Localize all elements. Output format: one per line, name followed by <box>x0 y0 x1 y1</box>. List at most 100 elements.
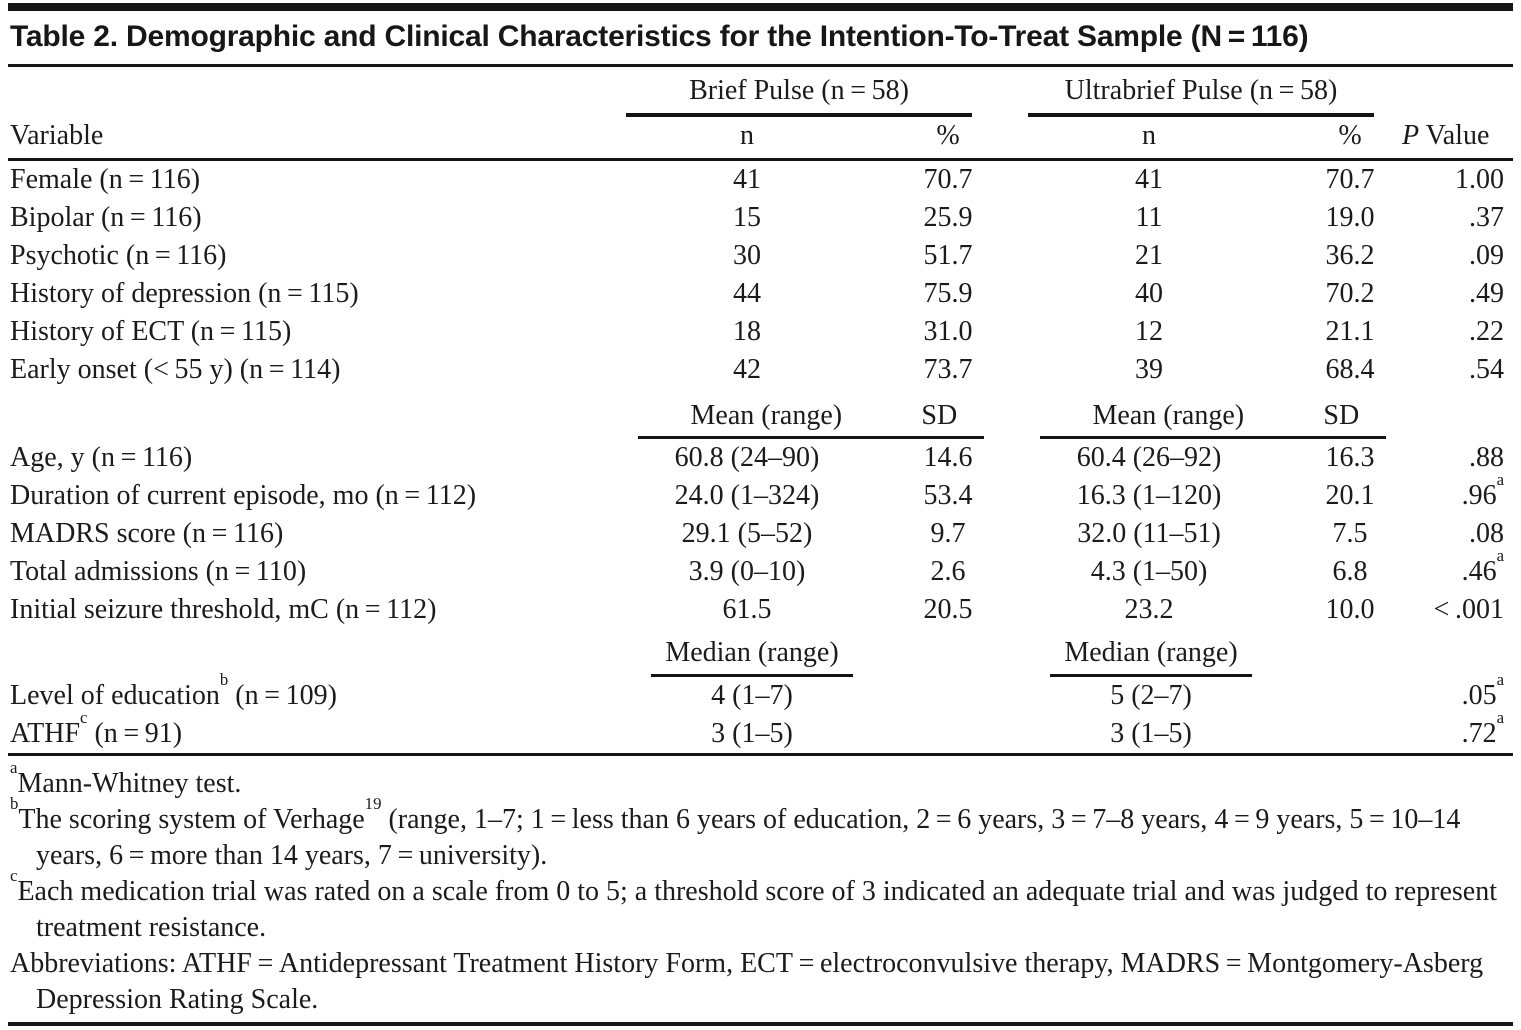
table-row-seizure-threshold: Initial seizure threshold, mC (n = 112) … <box>8 591 1513 629</box>
cell-ultra-n: 12 <box>1135 315 1164 347</box>
cell-ultra-pct: 19.0 <box>1325 201 1375 233</box>
cell-ultra-n: 11 <box>1135 201 1163 233</box>
table-row-female: Female (n = 116) 41 70.7 41 70.7 1.00 <box>8 159 1513 199</box>
cell-brief-pct: 70.7 <box>923 163 973 195</box>
column-group-brief-pulse: Brief Pulse (n = 58) <box>626 75 973 117</box>
cell-brief-mean: 3.9 (0–10) <box>688 555 806 587</box>
table-row-psychotic: Psychotic (n = 116) 30 51.7 21 36.2 .09 <box>8 237 1513 275</box>
cell-brief-sd: 53.4 <box>923 479 973 511</box>
cell-brief-sd: 20.5 <box>923 593 973 625</box>
cell-brief-n: 18 <box>733 315 761 347</box>
cell-ultra-mean: 16.3 (1–120) <box>1076 479 1222 511</box>
cell-brief-pct: 51.7 <box>923 239 973 271</box>
footnote-c: cEach medication trial was rated on a sc… <box>10 865 1498 943</box>
col-header-n-brief: n <box>598 117 896 161</box>
cell-ultra-n: 41 <box>1135 163 1164 195</box>
subheader-mean-ultra: Mean (range) SD <box>1040 400 1387 439</box>
subheader-median-ultra: Median (range) <box>1050 637 1252 677</box>
reference-19: 19 <box>364 793 382 813</box>
group-header-row: Brief Pulse (n = 58) Ultrabrief Pulse (n… <box>8 67 1513 117</box>
cell-ultra-n: 40 <box>1135 277 1164 309</box>
cell-p-value: .22 <box>1469 315 1505 347</box>
column-header-row: Variable n % n % P Value <box>8 117 1514 161</box>
col-header-pct-brief: % <box>896 117 1001 161</box>
cell-p-value: .08 <box>1469 517 1505 549</box>
row-label: Female (n = 116) <box>10 163 201 195</box>
cell-ultra-sd: 16.3 <box>1325 441 1375 473</box>
cell-brief-sd: 14.6 <box>923 441 973 473</box>
cell-brief-n: 44 <box>733 277 761 309</box>
table-row-history-depression: History of depression (n = 115) 44 75.9 … <box>8 275 1513 313</box>
cell-ultra-pct: 68.4 <box>1325 353 1375 385</box>
cell-brief-pct: 25.9 <box>923 201 973 233</box>
subheader-mean-range-row: Mean (range) SD Mean (range) SD <box>8 389 1513 439</box>
footnotes: aMann-Whitney test. bThe scoring system … <box>8 756 1513 1018</box>
cell-ultra-mean: 32.0 (11–51) <box>1077 517 1221 549</box>
table-row-duration: Duration of current episode, mo (n = 112… <box>8 469 1513 515</box>
row-label: Initial seizure threshold, mC (n = 112) <box>10 593 437 625</box>
col-header-n-ultra: n <box>1000 117 1299 161</box>
cell-p-value: .49 <box>1469 277 1505 309</box>
table-row-early-onset: Early onset (< 55 y) (n = 114) 42 73.7 3… <box>8 351 1513 389</box>
table-row-athf: ATHFc (n = 91) 3 (1–5) 3 (1–5) .72a <box>8 709 1514 756</box>
footnote-abbreviations: Abbreviations: ATHF = Antidepressant Tre… <box>10 947 1484 1015</box>
cell-p-value: .09 <box>1469 239 1505 271</box>
cell-brief-sd: 2.6 <box>930 555 966 587</box>
col-header-variable: Variable <box>8 117 598 161</box>
cell-brief-n: 41 <box>733 163 761 195</box>
cell-ultra-pct: 70.7 <box>1325 163 1375 195</box>
cell-brief-pct: 73.7 <box>923 353 973 385</box>
cell-brief-median: 4 (1–7) <box>711 679 793 711</box>
row-label: History of ECT (n = 115) <box>10 315 292 347</box>
row-label: MADRS score (n = 116) <box>10 517 284 549</box>
table-row-madrs: MADRS score (n = 116) 29.1 (5–52) 9.7 32… <box>8 515 1513 553</box>
row-label: Duration of current episode, mo (n = 112… <box>10 479 477 511</box>
cell-brief-mean: 24.0 (1–324) <box>674 479 820 511</box>
footnote-b: bThe scoring system of Verhage19 (range,… <box>10 793 1461 871</box>
cell-ultra-n: 21 <box>1135 239 1164 271</box>
cell-ultra-pct: 36.2 <box>1325 239 1375 271</box>
cell-p-value: 1.00 <box>1455 163 1505 195</box>
cell-p-value: .96a <box>1461 469 1505 511</box>
row-label: ATHFc (n = 91) <box>8 709 598 756</box>
cell-brief-mean: 61.5 <box>722 593 772 625</box>
cell-brief-n: 42 <box>733 353 761 385</box>
cell-p-value: .54 <box>1469 353 1505 385</box>
table-title: Table 2. Demographic and Clinical Charac… <box>10 20 1309 53</box>
row-label: History of depression (n = 115) <box>10 277 359 309</box>
cell-brief-pct: 75.9 <box>923 277 973 309</box>
cell-brief-median: 3 (1–5) <box>598 714 1001 756</box>
cell-ultra-pct: 70.2 <box>1325 277 1375 309</box>
cell-ultra-median: 5 (2–7) <box>1110 679 1192 711</box>
row-label: Psychotic (n = 116) <box>10 239 227 271</box>
cell-ultra-sd: 6.8 <box>1332 555 1368 587</box>
table-row-history-ect: History of ECT (n = 115) 18 31.0 12 21.1… <box>8 313 1513 351</box>
cell-p-value: < .001 <box>1433 593 1505 625</box>
col-header-pct-ultra: % <box>1298 117 1403 161</box>
demographics-table: Brief Pulse (n = 58) Ultrabrief Pulse (n… <box>8 67 1514 756</box>
table-row-age: Age, y (n = 116) 60.8 (24–90) 14.6 60.4 … <box>8 439 1513 477</box>
cell-brief-pct: 31.0 <box>923 315 973 347</box>
cell-p-value: .88 <box>1469 441 1505 473</box>
cell-brief-mean: 29.1 (5–52) <box>681 517 813 549</box>
footnote-a: aMann-Whitney test. <box>10 757 242 799</box>
table-row-education: Level of educationb (n = 109) 4 (1–7) 5 … <box>8 669 1513 715</box>
cell-ultra-sd: 20.1 <box>1325 479 1375 511</box>
cell-ultra-n: 39 <box>1135 353 1164 385</box>
cell-p-value: .37 <box>1469 201 1505 233</box>
bottom-rule <box>8 1022 1513 1026</box>
cell-ultra-pct: 21.1 <box>1325 315 1375 347</box>
subheader-median-range-row: Median (range) Median (range) <box>8 629 1513 677</box>
row-label: Level of educationb (n = 109) <box>10 669 337 711</box>
table-row-total-admissions: Total admissions (n = 110) 3.9 (0–10) 2.… <box>8 547 1513 591</box>
subheader-mean-brief: Mean (range) SD <box>638 400 985 439</box>
table-row-bipolar: Bipolar (n = 116) 15 25.9 11 19.0 .37 <box>8 199 1513 237</box>
cell-p-value: .72a <box>1402 709 1514 756</box>
cell-ultra-median: 3 (1–5) <box>1000 714 1403 756</box>
cell-ultra-mean: 60.4 (26–92) <box>1076 441 1222 473</box>
row-label: Total admissions (n = 110) <box>10 555 307 587</box>
row-label: Bipolar (n = 116) <box>10 201 202 233</box>
cell-p-value: .05a <box>1461 669 1505 711</box>
cell-brief-n: 30 <box>733 239 761 271</box>
